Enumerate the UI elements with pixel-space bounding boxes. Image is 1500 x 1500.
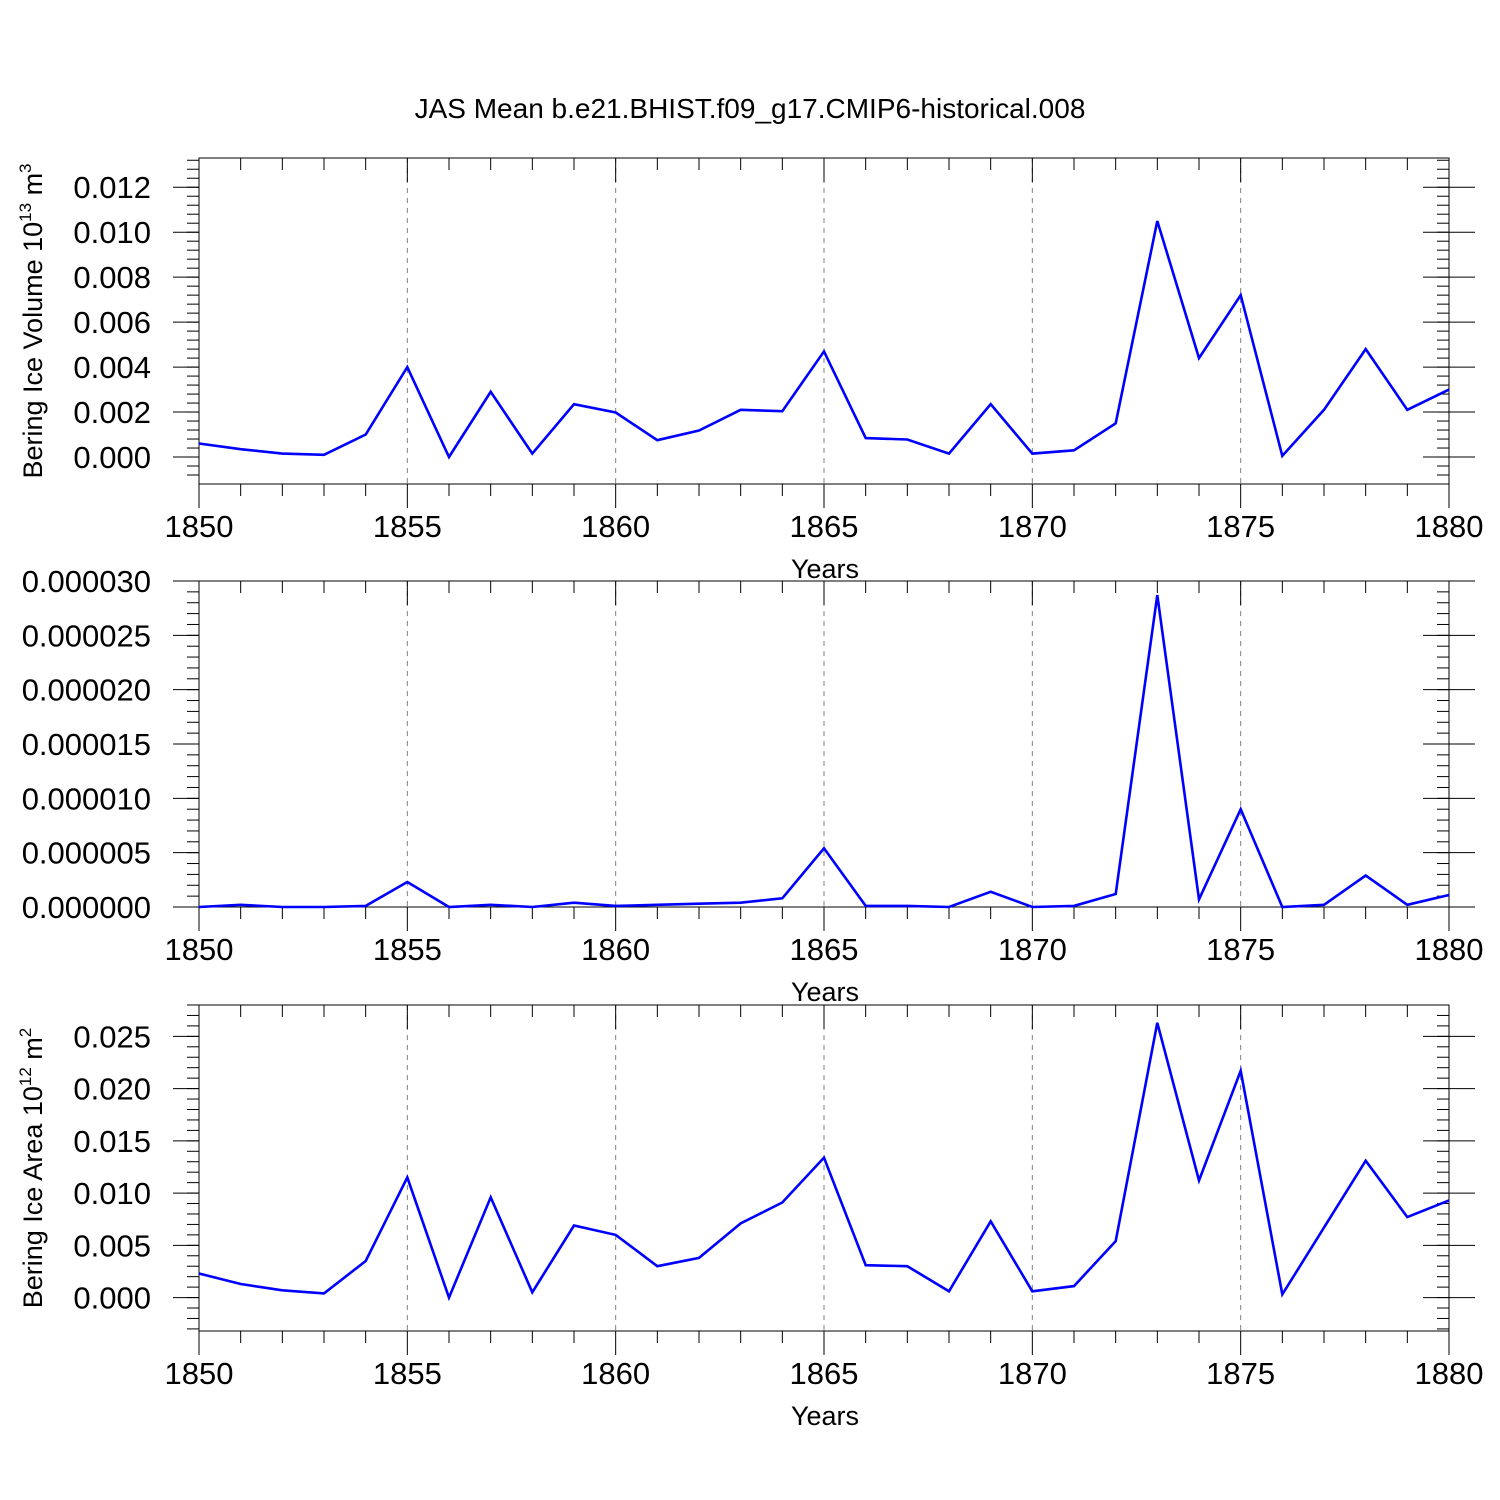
y-tick-label: 0.010 <box>73 1176 151 1211</box>
x-tick-label: 1860 <box>581 509 650 544</box>
x-tick-label: 1850 <box>165 932 234 967</box>
x-axis-label: Years <box>791 554 859 584</box>
x-tick-label: 1860 <box>581 1356 650 1391</box>
y-axis-label-unit: m <box>18 1037 48 1067</box>
y-tick-label: 0.000 <box>73 440 151 475</box>
y-tick-label: 0.000000 <box>22 890 151 925</box>
y-tick-label: 0.000020 <box>22 673 151 708</box>
y-axis-label-unit: m <box>18 173 48 203</box>
panel-volume: 0.000 0.002 0.004 0.006 0.008 0.010 0.012 1850 1… <box>16 157 1484 584</box>
x-tick-label: 1870 <box>998 932 1067 967</box>
y-tick-label: 0.025 <box>73 1019 151 1054</box>
x-tick-label: 1875 <box>1206 932 1275 967</box>
y-tick-label: 0.012 <box>73 170 151 205</box>
y-axis-label: Bering Ice Volume 1013 m3 <box>16 163 48 478</box>
y-tick-label: 0.005 <box>73 1228 151 1263</box>
x-tick-label: 1870 <box>998 1356 1067 1391</box>
y-tick-label: 0.000005 <box>22 836 151 871</box>
y-axis-label-text: Bering Ice Volume 10 <box>18 222 48 479</box>
y-tick-label: 0.020 <box>73 1072 151 1107</box>
chart-title: JAS Mean b.e21.BHIST.f09_g17.CMIP6-histo… <box>415 93 1086 124</box>
y-axis-label-unit-exponent: 2 <box>16 1028 35 1037</box>
panel-area: 0.000 0.005 0.010 0.015 0.020 0.025 1850 1855 18… <box>16 1004 1484 1431</box>
series-line <box>198 1022 1450 1302</box>
series-line <box>198 220 1450 460</box>
y-tick-label: 0.004 <box>73 350 151 385</box>
x-tick-label: 1880 <box>1415 509 1484 544</box>
y-tick-label: 0.008 <box>73 260 151 295</box>
x-axis-label: Years <box>791 977 859 1007</box>
y-axis-label: Bering Ice Area 1012 m2 <box>16 1028 48 1309</box>
x-tick-label: 1855 <box>373 509 442 544</box>
y-tick-label: 0.000010 <box>22 781 151 816</box>
y-axis-label-exponent: 12 <box>16 1067 35 1086</box>
x-axis-label: Years <box>791 1401 859 1431</box>
y-axis-label-exponent: 13 <box>16 203 35 222</box>
panel-middle: 0.000000 0.000005 0.000010 0.000015 0.000020… <box>22 564 1484 1007</box>
x-tick-label: 1855 <box>373 1356 442 1391</box>
y-tick-label: 0.000015 <box>22 727 151 762</box>
x-tick-label: 1860 <box>581 932 650 967</box>
panels: 0.000 0.002 0.004 0.006 0.008 0.010 0.012 1850 1… <box>16 157 1484 1431</box>
y-tick-label: 0.000025 <box>22 618 151 653</box>
x-tick-label: 1875 <box>1206 1356 1275 1391</box>
x-tick-label: 1870 <box>998 509 1067 544</box>
y-tick-label: 0.000 <box>73 1281 151 1316</box>
x-tick-label: 1880 <box>1415 932 1484 967</box>
y-tick-label: 0.010 <box>73 215 151 250</box>
y-tick-label: 0.002 <box>73 395 151 430</box>
y-tick-label: 0.000030 <box>22 564 151 599</box>
y-tick-label: 0.015 <box>73 1124 151 1159</box>
y-axis-label-text: Bering Ice Area 10 <box>18 1086 48 1308</box>
x-tick-label: 1875 <box>1206 509 1275 544</box>
x-tick-label: 1865 <box>790 509 859 544</box>
series-line <box>198 594 1450 909</box>
y-axis-label-unit-exponent: 3 <box>16 163 35 172</box>
x-tick-label: 1880 <box>1415 1356 1484 1391</box>
x-tick-label: 1850 <box>165 509 234 544</box>
x-tick-label: 1865 <box>790 932 859 967</box>
y-tick-label: 0.006 <box>73 305 151 340</box>
x-tick-label: 1850 <box>165 1356 234 1391</box>
x-tick-label: 1865 <box>790 1356 859 1391</box>
x-tick-label: 1855 <box>373 932 442 967</box>
